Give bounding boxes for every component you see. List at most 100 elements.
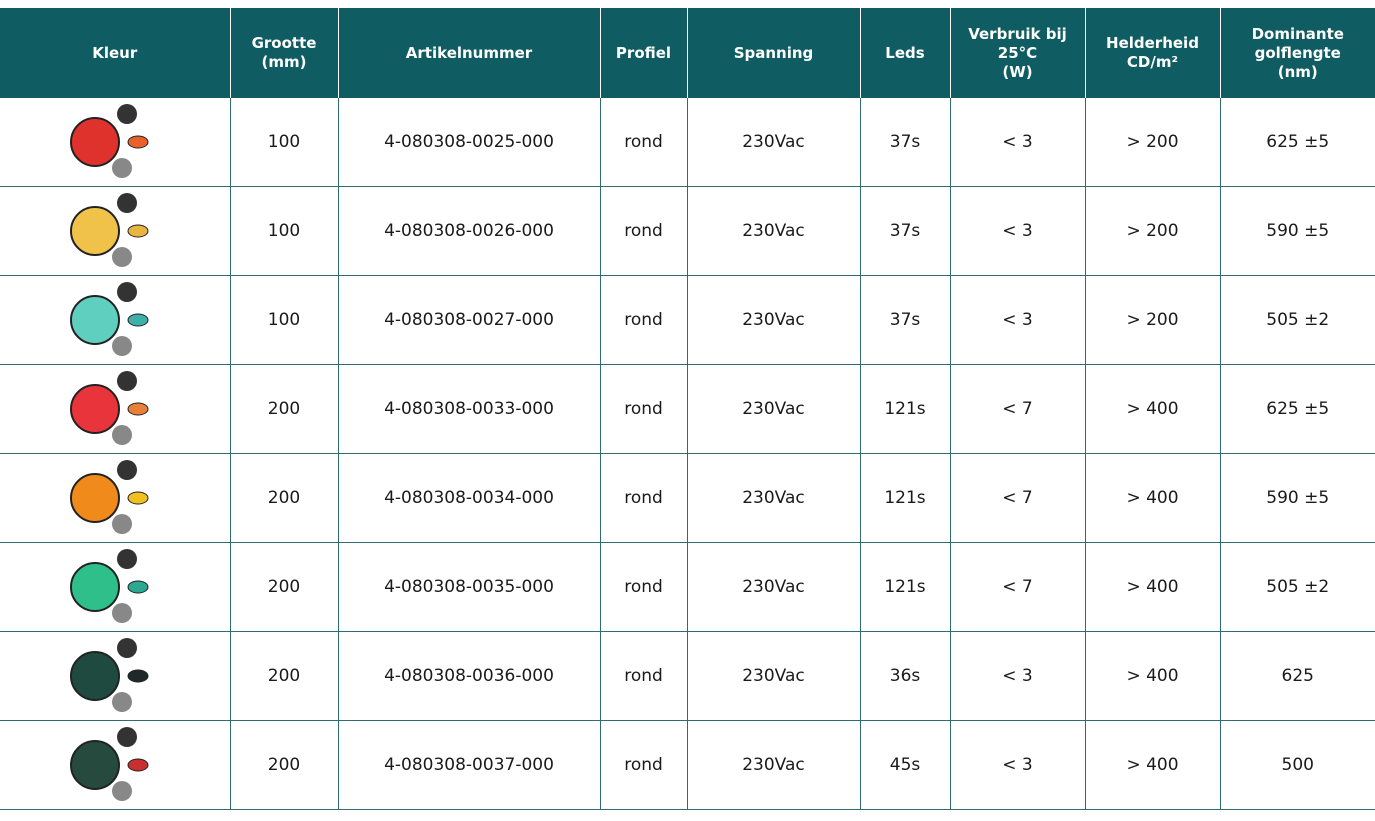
color-cell — [0, 365, 230, 454]
table-cell: 100 — [230, 98, 338, 187]
table-cell: rond — [600, 276, 687, 365]
table-cell: 100 — [230, 187, 338, 276]
table-cell: 37s — [860, 187, 950, 276]
table-cell: 4-080308-0025-000 — [338, 98, 600, 187]
header-cell: Dominante golflengte (nm) — [1220, 8, 1375, 98]
table-cell: 230Vac — [687, 721, 860, 810]
table-cell: > 400 — [1085, 721, 1220, 810]
header-cell: Leds — [860, 8, 950, 98]
table-cell: < 7 — [950, 454, 1085, 543]
table-cell: rond — [600, 365, 687, 454]
lamp-icon — [60, 278, 170, 358]
table-cell: < 3 — [950, 98, 1085, 187]
table-cell: 200 — [230, 721, 338, 810]
table-cell: rond — [600, 543, 687, 632]
color-cell — [0, 276, 230, 365]
table-cell: 230Vac — [687, 98, 860, 187]
table-cell: 230Vac — [687, 365, 860, 454]
lamp-icon — [60, 634, 170, 714]
header-cell: Helderheid CD/m² — [1085, 8, 1220, 98]
table-cell: 200 — [230, 543, 338, 632]
table-cell: 230Vac — [687, 543, 860, 632]
table-cell: rond — [600, 721, 687, 810]
table-cell: 625 ±5 — [1220, 365, 1375, 454]
table-cell: < 3 — [950, 632, 1085, 721]
table-cell: 625 — [1220, 632, 1375, 721]
table-cell: < 3 — [950, 276, 1085, 365]
table-cell: > 200 — [1085, 98, 1220, 187]
table-cell: 505 ±2 — [1220, 543, 1375, 632]
table-cell: 4-080308-0026-000 — [338, 187, 600, 276]
table-cell: 121s — [860, 365, 950, 454]
table-cell: 4-080308-0033-000 — [338, 365, 600, 454]
page: KleurGrootte (mm)ArtikelnummerProfielSpa… — [0, 0, 1375, 821]
table-cell: rond — [600, 187, 687, 276]
table-cell: < 7 — [950, 365, 1085, 454]
table-cell: > 400 — [1085, 454, 1220, 543]
table-cell: < 3 — [950, 187, 1085, 276]
table-cell: 500 — [1220, 721, 1375, 810]
lamp-icon — [60, 545, 170, 625]
lamp-icon — [60, 189, 170, 269]
header-cell: Verbruik bij 25°C (W) — [950, 8, 1085, 98]
table-cell: 37s — [860, 98, 950, 187]
color-cell — [0, 721, 230, 810]
header-cell: Artikelnummer — [338, 8, 600, 98]
table-cell: > 200 — [1085, 187, 1220, 276]
table-cell: 45s — [860, 721, 950, 810]
table-cell: 4-080308-0035-000 — [338, 543, 600, 632]
table-cell: 590 ±5 — [1220, 454, 1375, 543]
color-cell — [0, 632, 230, 721]
table-cell: 200 — [230, 454, 338, 543]
table-cell: 4-080308-0034-000 — [338, 454, 600, 543]
table-cell: 37s — [860, 276, 950, 365]
lamp-icon — [60, 723, 170, 803]
table-cell: 230Vac — [687, 276, 860, 365]
table-cell: 230Vac — [687, 454, 860, 543]
color-cell — [0, 187, 230, 276]
table-cell: < 7 — [950, 543, 1085, 632]
table-cell: rond — [600, 632, 687, 721]
header-cell: Grootte (mm) — [230, 8, 338, 98]
lamp-icon — [60, 100, 170, 180]
table-cell: 36s — [860, 632, 950, 721]
table-cell: 200 — [230, 365, 338, 454]
table-cell: < 3 — [950, 721, 1085, 810]
table-cell: > 200 — [1085, 276, 1220, 365]
table-cell: > 400 — [1085, 632, 1220, 721]
color-cell — [0, 543, 230, 632]
table-cell: 505 ±2 — [1220, 276, 1375, 365]
lamp-icon — [60, 367, 170, 447]
table-cell: 200 — [230, 632, 338, 721]
table-cell: rond — [600, 454, 687, 543]
table-cell: 121s — [860, 543, 950, 632]
lamp-icon — [60, 456, 170, 536]
header-cell: Kleur — [0, 8, 230, 98]
table-cell: > 400 — [1085, 543, 1220, 632]
table-cell: 590 ±5 — [1220, 187, 1375, 276]
table-cell: > 400 — [1085, 365, 1220, 454]
table-cell: 4-080308-0036-000 — [338, 632, 600, 721]
table-cell: 4-080308-0027-000 — [338, 276, 600, 365]
table-cell: 230Vac — [687, 632, 860, 721]
table-cell: 230Vac — [687, 187, 860, 276]
table-cell: rond — [600, 98, 687, 187]
header-cell: Profiel — [600, 8, 687, 98]
color-cell — [0, 98, 230, 187]
table-cell: 4-080308-0037-000 — [338, 721, 600, 810]
table-cell: 121s — [860, 454, 950, 543]
header-cell: Spanning — [687, 8, 860, 98]
table-cell: 100 — [230, 276, 338, 365]
table-cell: 625 ±5 — [1220, 98, 1375, 187]
